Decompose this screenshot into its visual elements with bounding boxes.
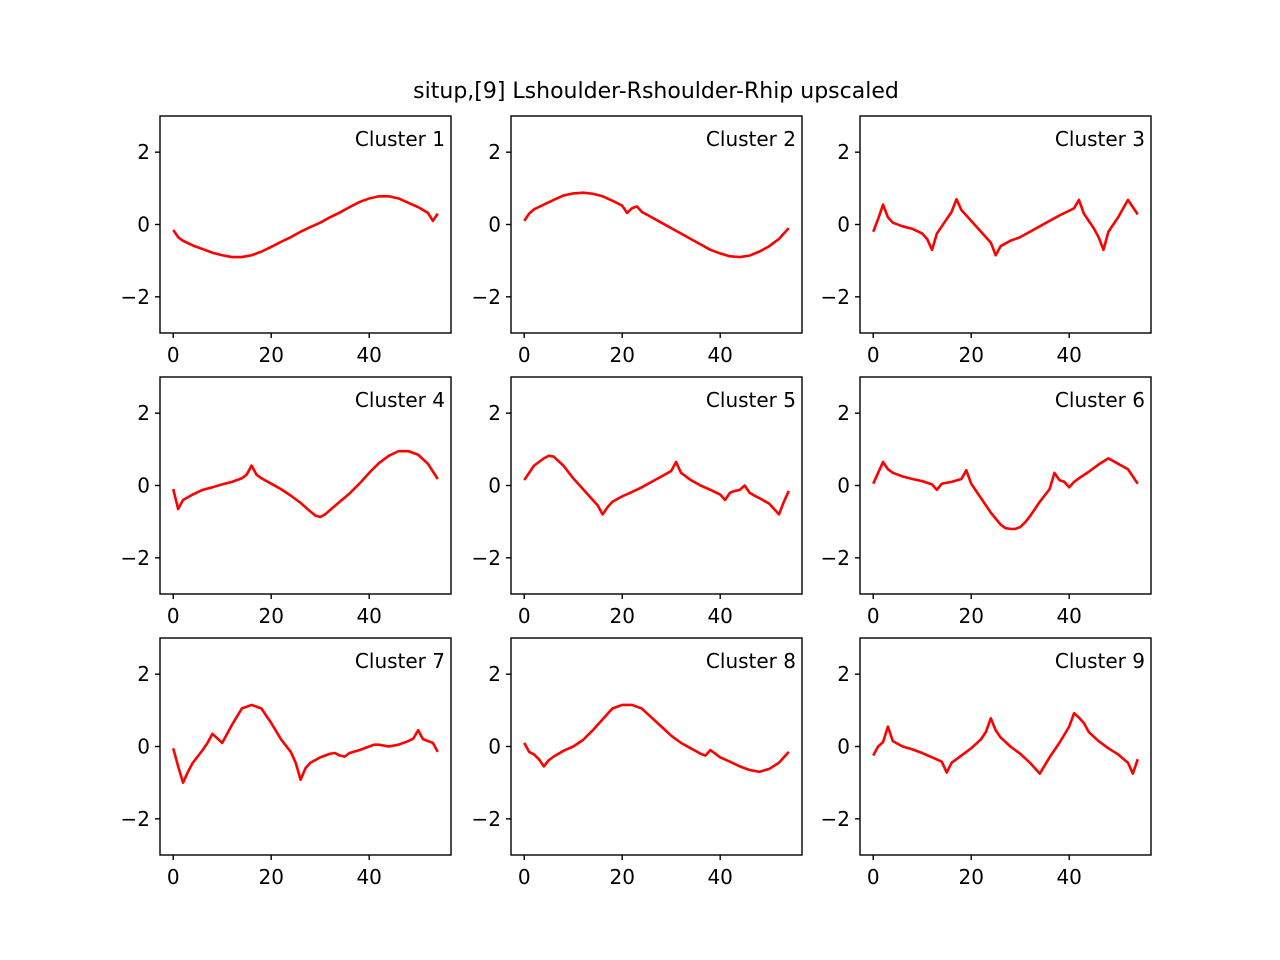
axes-frame [159,376,452,595]
x-tick-label: 0 [867,865,880,889]
series-line [171,449,439,519]
cluster-label: Cluster 8 [706,649,796,673]
y-tick-label: 0 [488,474,501,498]
y-tick-label: −2 [821,546,850,570]
y-tick-label: 0 [837,213,850,237]
axes-frame [159,115,452,334]
cluster-label: Cluster 1 [355,127,445,151]
x-tick-label: 40 [1056,604,1081,628]
x-tick-label: 0 [167,604,180,628]
series-line [523,703,790,774]
y-tick-label: 0 [488,213,501,237]
x-tick-label: 40 [707,865,732,889]
x-tick-label: 0 [867,604,880,628]
y-tick-label: 0 [137,474,150,498]
y-tick-label: 0 [488,735,501,759]
cluster-label: Cluster 2 [706,127,796,151]
axes-frame [510,115,803,334]
x-tick-label: 40 [1056,343,1081,367]
x-tick-label: 40 [356,604,381,628]
x-tick-label: 0 [867,343,880,367]
cluster-label: Cluster 9 [1055,649,1145,673]
x-tick-label: 0 [518,343,531,367]
x-tick-label: 20 [258,865,283,889]
x-tick-label: 20 [258,343,283,367]
y-tick-label: 2 [837,401,850,425]
y-tick-label: −2 [121,285,150,309]
x-tick-label: 0 [167,865,180,889]
y-tick-label: 0 [837,474,850,498]
x-tick-label: 40 [356,865,381,889]
y-tick-label: 2 [837,140,850,164]
series-line [872,197,1139,257]
y-tick-label: 2 [137,401,150,425]
axes-frame [510,376,803,595]
y-tick-label: 2 [837,662,850,686]
axes-frame [859,637,1152,856]
y-tick-label: 2 [137,140,150,164]
x-tick-label: 40 [356,343,381,367]
x-tick-label: 20 [958,604,983,628]
figure-title: situp,[9] Lshoulder-Rshoulder-Rhip upsca… [413,79,899,104]
x-tick-label: 40 [707,343,732,367]
y-tick-label: 2 [137,662,150,686]
y-tick-label: 2 [488,140,501,164]
x-tick-label: 40 [1056,865,1081,889]
cluster-label: Cluster 5 [706,388,796,412]
y-tick-label: −2 [472,285,501,309]
y-tick-label: −2 [472,807,501,831]
y-tick-label: 2 [488,401,501,425]
cluster-label: Cluster 7 [355,649,445,673]
cluster-label: Cluster 3 [1055,127,1145,151]
series-line [872,457,1139,531]
axes-frame [859,115,1152,334]
series-line [523,191,790,259]
y-tick-label: −2 [121,807,150,831]
x-tick-label: 20 [258,604,283,628]
x-tick-label: 0 [518,865,531,889]
y-tick-label: 0 [137,735,150,759]
series-line [872,711,1140,775]
x-tick-label: 40 [707,604,732,628]
y-tick-label: 0 [837,735,850,759]
y-tick-label: −2 [821,285,850,309]
axes-frame [859,376,1152,595]
y-tick-label: −2 [121,546,150,570]
x-tick-label: 0 [167,343,180,367]
y-tick-label: −2 [472,546,501,570]
cluster-label: Cluster 4 [355,388,445,412]
x-tick-label: 20 [609,343,634,367]
cluster-label: Cluster 6 [1055,388,1145,412]
x-tick-label: 20 [958,865,983,889]
y-tick-label: 2 [488,662,501,686]
series-line [172,194,439,259]
series-line [171,703,439,784]
axes-frame [510,637,803,856]
x-tick-label: 20 [609,604,634,628]
y-tick-label: −2 [821,807,850,831]
x-tick-label: 20 [609,865,634,889]
y-tick-label: 0 [137,213,150,237]
series-line [523,454,790,516]
x-tick-label: 0 [518,604,531,628]
axes-frame [159,637,452,856]
x-tick-label: 20 [958,343,983,367]
